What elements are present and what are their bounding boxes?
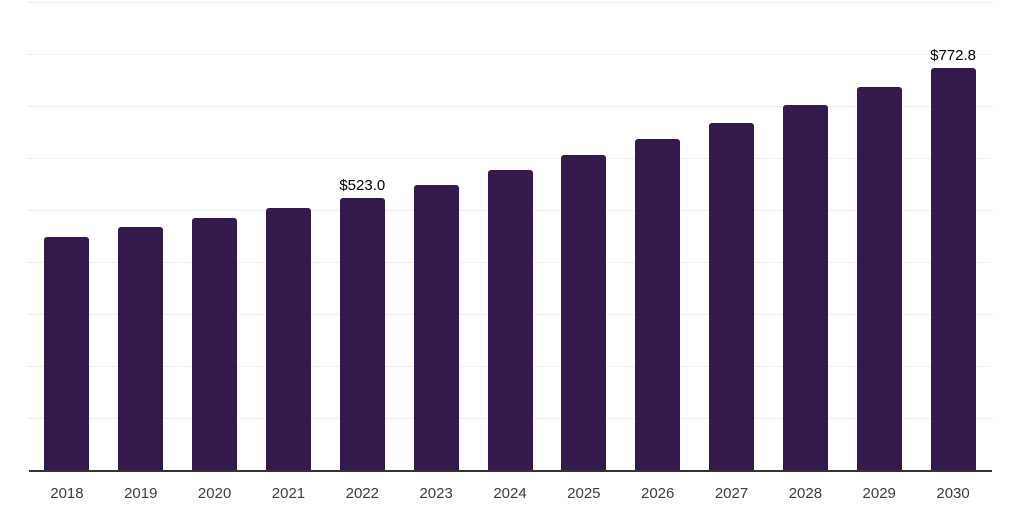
- x-tick-label-2020: 2020: [197, 485, 232, 502]
- bar-2030[interactable]: [930, 68, 976, 470]
- x-tick-label-2029: 2029: [862, 485, 896, 502]
- bar-2020[interactable]: [192, 217, 238, 470]
- bar-2021[interactable]: [265, 208, 311, 470]
- x-tick-label-2019: 2019: [124, 485, 158, 502]
- x-tick-label-2022: 2022: [345, 485, 379, 502]
- x-tick-label-2026: 2026: [641, 485, 675, 502]
- bar-2023[interactable]: [413, 184, 459, 470]
- x-tick-label-2025: 2025: [567, 485, 601, 502]
- x-tick-label-2024: 2024: [493, 485, 527, 502]
- bar-2029[interactable]: [856, 87, 902, 470]
- x-tick-label-2018: 2018: [50, 485, 84, 502]
- bar-2026[interactable]: [635, 139, 681, 470]
- gridline-600: [28, 158, 993, 159]
- bar-2019[interactable]: [118, 227, 164, 470]
- bar-2028[interactable]: [782, 105, 828, 470]
- value-label-2022: $523.0: [339, 177, 386, 195]
- bar-2027[interactable]: [709, 122, 755, 470]
- bar-2025[interactable]: [561, 155, 607, 470]
- gridline-900: [28, 2, 993, 3]
- x-tick-label-2028: 2028: [788, 485, 823, 502]
- gridline-700: [28, 106, 993, 107]
- bar-2022[interactable]: [339, 198, 385, 470]
- x-tick-label-2023: 2023: [419, 485, 453, 502]
- x-tick-label-2030: 2030: [936, 485, 970, 502]
- gridline-800: [28, 54, 993, 55]
- x-axis-line: [29, 470, 992, 472]
- bar-2018[interactable]: [44, 236, 90, 470]
- bar-2024[interactable]: [487, 169, 533, 470]
- value-label-2030: $772.8: [930, 47, 976, 65]
- x-tick-label-2021: 2021: [271, 485, 306, 502]
- x-tick-label-2027: 2027: [714, 485, 749, 502]
